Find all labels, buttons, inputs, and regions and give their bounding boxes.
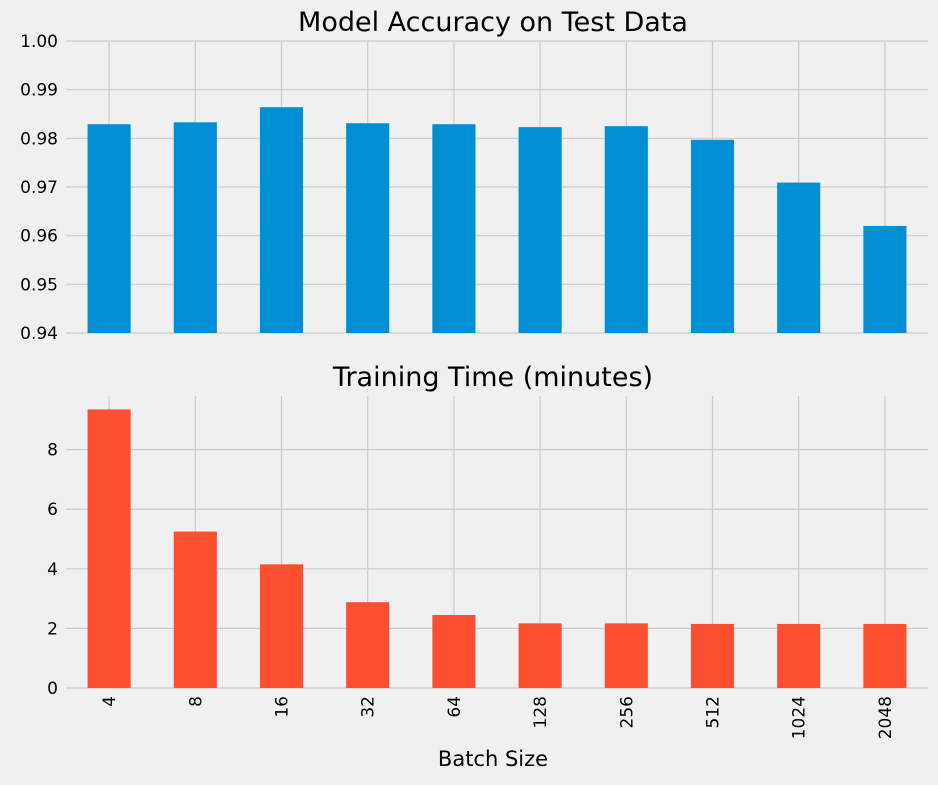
accuracy-y-tick-label: 0.98 (20, 129, 58, 149)
accuracy-bar-1024 (777, 182, 821, 333)
training-time-y-tick-label: 8 (47, 441, 58, 461)
x-axis-label: Batch Size (438, 747, 548, 771)
accuracy-y-tick-label: 1.00 (20, 32, 58, 52)
training-time-bar-2048 (863, 623, 907, 688)
training-time-bar-32 (346, 602, 390, 688)
x-tick-label-4: 4 (100, 696, 120, 707)
training-time-chart-title: Training Time (minutes) (332, 362, 653, 393)
training-time-bar-512 (690, 623, 735, 688)
training-time-panel: Training Time (minutes) Batch Size 0 2 4 6 8… (47, 362, 928, 771)
accuracy-bar-256 (604, 126, 648, 334)
training-time-y-tick-label: 6 (47, 500, 58, 520)
x-tick-label-256: 256 (617, 696, 637, 728)
x-tick-label-8: 8 (186, 696, 206, 707)
training-time-bar-8 (173, 531, 217, 688)
training-time-y-tick-label: 0 (47, 679, 58, 699)
training-time-bar-64 (432, 615, 476, 688)
x-tick-label-64: 64 (445, 696, 465, 718)
accuracy-bar-16 (259, 107, 304, 333)
training-time-bar-4 (87, 409, 131, 688)
accuracy-y-tick-label: 0.95 (20, 275, 58, 295)
accuracy-bar-32 (346, 123, 390, 333)
accuracy-y-tick-label: 0.99 (20, 81, 58, 101)
accuracy-y-tick-label: 0.97 (20, 178, 58, 198)
accuracy-bar-512 (690, 139, 735, 333)
accuracy-panel: Model Accuracy on Test Data 0.94 0.95 0.96… (20, 7, 928, 344)
accuracy-bar-2048 (863, 225, 907, 333)
training-time-bar-256 (604, 623, 648, 688)
training-time-bar-16 (259, 564, 304, 688)
training-time-bar-128 (518, 623, 562, 688)
accuracy-y-tick-label: 0.96 (20, 227, 58, 247)
x-tick-label-32: 32 (359, 696, 379, 718)
x-tick-label-512: 512 (704, 696, 724, 728)
x-tick-label-1024: 1024 (790, 696, 810, 739)
training-time-y-tick-label: 4 (47, 560, 58, 580)
accuracy-y-tick-label: 0.94 (20, 324, 58, 344)
accuracy-bar-8 (173, 122, 217, 333)
x-tick-label-2048: 2048 (876, 696, 896, 739)
x-tick-label-128: 128 (531, 696, 551, 728)
accuracy-bar-128 (518, 127, 562, 333)
training-time-bar-1024 (777, 623, 821, 688)
training-time-y-tick-label: 2 (47, 619, 58, 639)
accuracy-bar-4 (87, 124, 131, 333)
accuracy-chart-title: Model Accuracy on Test Data (298, 7, 688, 38)
accuracy-bar-64 (432, 124, 476, 333)
x-tick-label-16: 16 (273, 696, 293, 718)
